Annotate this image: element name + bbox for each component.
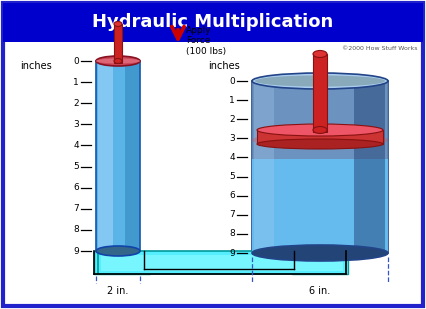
Text: 3: 3 <box>73 120 79 129</box>
Ellipse shape <box>96 56 140 66</box>
Bar <box>252 81 388 159</box>
Bar <box>98 251 346 274</box>
Ellipse shape <box>255 75 385 87</box>
Bar <box>94 251 150 274</box>
Bar <box>252 159 388 253</box>
Text: Hydraulic Multiplication: Hydraulic Multiplication <box>92 13 334 31</box>
Text: 9: 9 <box>229 248 235 257</box>
Ellipse shape <box>114 22 122 27</box>
Text: 6: 6 <box>229 191 235 200</box>
Text: 2: 2 <box>73 99 79 108</box>
Text: 1: 1 <box>229 95 235 105</box>
Bar <box>252 81 388 253</box>
Bar <box>254 81 274 253</box>
Ellipse shape <box>313 126 327 133</box>
Text: 7: 7 <box>229 210 235 219</box>
Text: 6 in.: 6 in. <box>309 286 331 296</box>
Bar <box>354 81 385 253</box>
Text: 8: 8 <box>229 229 235 238</box>
Ellipse shape <box>96 58 140 64</box>
Ellipse shape <box>252 245 388 261</box>
Text: 0: 0 <box>229 77 235 86</box>
Ellipse shape <box>252 132 388 148</box>
Ellipse shape <box>257 139 383 149</box>
Ellipse shape <box>96 246 140 256</box>
Bar <box>124 61 139 251</box>
Text: 1: 1 <box>73 78 79 87</box>
Bar <box>101 255 343 271</box>
Text: 3: 3 <box>229 134 235 143</box>
Text: 7: 7 <box>73 204 79 213</box>
Bar <box>292 251 348 274</box>
Ellipse shape <box>252 73 388 89</box>
Bar <box>114 24 122 63</box>
Text: 5: 5 <box>73 162 79 171</box>
Ellipse shape <box>257 124 383 136</box>
Text: 9: 9 <box>73 247 79 256</box>
Text: inches: inches <box>20 61 52 71</box>
Text: 0: 0 <box>73 57 79 66</box>
Text: 4: 4 <box>73 141 79 150</box>
Text: 5: 5 <box>229 172 235 181</box>
Text: 6: 6 <box>73 183 79 192</box>
Text: 2 in.: 2 in. <box>107 286 129 296</box>
Bar <box>98 61 113 251</box>
Ellipse shape <box>114 58 122 64</box>
Text: 2: 2 <box>229 115 235 124</box>
Text: Apply
Force
(100 lbs): Apply Force (100 lbs) <box>186 26 226 56</box>
Text: inches: inches <box>208 61 240 71</box>
Text: 8: 8 <box>73 225 79 235</box>
Bar <box>257 130 383 144</box>
Text: ©2000 How Stuff Works: ©2000 How Stuff Works <box>343 46 418 51</box>
Bar <box>96 61 140 251</box>
Bar <box>3 3 423 42</box>
Text: 4: 4 <box>229 153 235 162</box>
Bar <box>313 54 327 132</box>
Ellipse shape <box>313 50 327 57</box>
